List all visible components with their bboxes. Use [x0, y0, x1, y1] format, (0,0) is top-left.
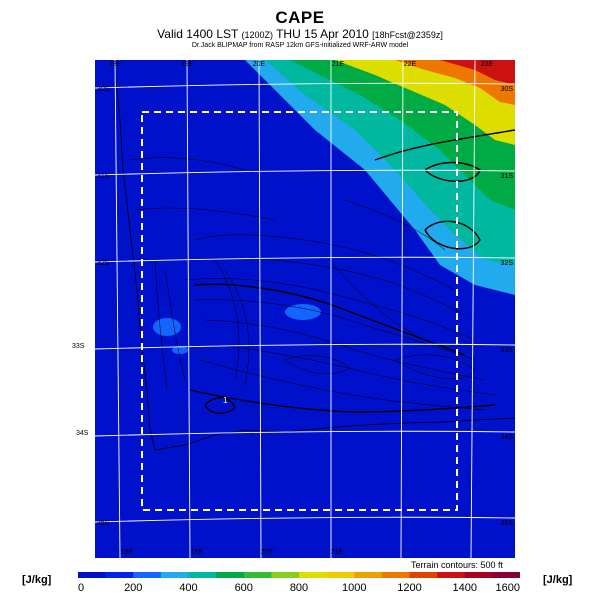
colorbar-swatch	[299, 572, 328, 578]
lat-label-left: 31S	[97, 173, 110, 180]
lat-label-right: 35S	[501, 520, 514, 527]
map-canvas: 1 18E 19E 20E 21E 22E 23E 30S 31S 32S 35…	[95, 60, 515, 558]
inner-domain-box	[141, 111, 458, 511]
lat-label-right: 34S	[501, 434, 514, 441]
colorbar-tick-label: 200	[124, 582, 142, 594]
lat-label-right: 31S	[501, 173, 514, 180]
lon-label-bottom: 21E	[331, 549, 344, 556]
colorbar-swatches	[78, 572, 521, 578]
model-credit: Dr.Jack BLIPMAP from RASP 12km GFS-initi…	[191, 42, 409, 49]
colorbar-tick-label: 0	[78, 582, 84, 594]
colorbar-swatch	[354, 572, 383, 578]
valid-date: THU 15 Apr 2010	[276, 27, 369, 41]
colorbar-tick-label: 800	[290, 582, 308, 594]
lat-label-right: 30S	[501, 86, 514, 93]
graticule	[95, 60, 515, 558]
lon-label-bottom: 20E	[261, 549, 274, 556]
colorbar-swatch	[160, 572, 190, 578]
lat-label-left-outside: 34S	[76, 430, 89, 437]
terrain-contours-major	[189, 129, 515, 414]
colorbar-swatch	[492, 572, 521, 578]
colorbar-swatch	[78, 572, 107, 578]
lat-label-right: 33S	[501, 347, 514, 354]
colorbar-swatch	[437, 572, 466, 578]
point-marker-label: 1	[223, 396, 228, 405]
colorbar-swatch	[216, 572, 245, 578]
lon-label-top: 23E	[481, 61, 494, 68]
colorbar-svg: 0 200 400 600 800 1000 1200 1400 1600	[78, 572, 521, 594]
colorbar-tick-label: 400	[179, 582, 197, 594]
coastline	[114, 69, 515, 451]
terrain-contour-note: Terrain contours: 500 ft	[410, 560, 503, 570]
terrain-contours	[129, 157, 496, 411]
colorbar-tick-label: 1000	[342, 582, 366, 594]
lon-label-top: 21E	[332, 61, 345, 68]
lon-label-top: 22E	[404, 61, 417, 68]
colorbar-swatch	[105, 572, 134, 578]
cape-map: 1 18E 19E 20E 21E 22E 23E 30S 31S 32S 35…	[95, 60, 515, 558]
cape-patch	[153, 318, 181, 336]
valid-time-utc: (1200Z)	[241, 30, 273, 40]
colorbar-swatch	[326, 572, 355, 578]
colorbar-swatch	[271, 572, 300, 578]
lon-label-top: 18E	[109, 61, 122, 68]
colorbar-tick-label: 1600	[496, 582, 520, 594]
colorbar-swatch	[133, 572, 162, 578]
map-title: CAPE	[275, 8, 325, 27]
colorbar-unit-right: [J/kg]	[543, 574, 573, 586]
colorbar-unit-left: [J/kg]	[22, 574, 52, 586]
lat-label-left-outside: 33S	[72, 343, 85, 350]
cape-patch	[172, 346, 188, 354]
colorbar-legend: 0 200 400 600 800 1000 1200 1400 1600	[78, 572, 521, 596]
colorbar-tick-label: 600	[235, 582, 253, 594]
colorbar-swatch	[188, 572, 217, 578]
forecast-hour: [18hFcst@2359z]	[372, 30, 443, 40]
colorbar-tick-label: 1400	[453, 582, 477, 594]
valid-time: Valid 1400 LST	[157, 27, 239, 41]
lat-label-left: 32S	[97, 260, 110, 267]
valid-time-subtitle: Valid 1400 LST (1200Z) THU 15 Apr 2010 […	[0, 27, 600, 41]
lat-label-right: 32S	[501, 260, 514, 267]
cape-band-red	[440, 60, 515, 85]
colorbar-swatch	[409, 572, 438, 578]
lat-label-left: 35S	[97, 520, 110, 527]
colorbar-tick-label: 1200	[397, 582, 421, 594]
lat-label-left: 30S	[97, 86, 110, 93]
lon-label-bottom: 19E	[191, 549, 204, 556]
cape-patch	[285, 304, 321, 320]
lon-label-top: 20E	[253, 61, 266, 68]
lon-label-top: 19E	[181, 61, 194, 68]
colorbar-swatch	[243, 572, 272, 578]
colorbar-swatch	[381, 572, 411, 578]
colorbar-swatch	[464, 572, 493, 578]
colorbar-ticks: 0 200 400 600 800 1000 1200 1400 1600	[78, 582, 520, 594]
lon-label-bottom: 18E	[121, 549, 134, 556]
